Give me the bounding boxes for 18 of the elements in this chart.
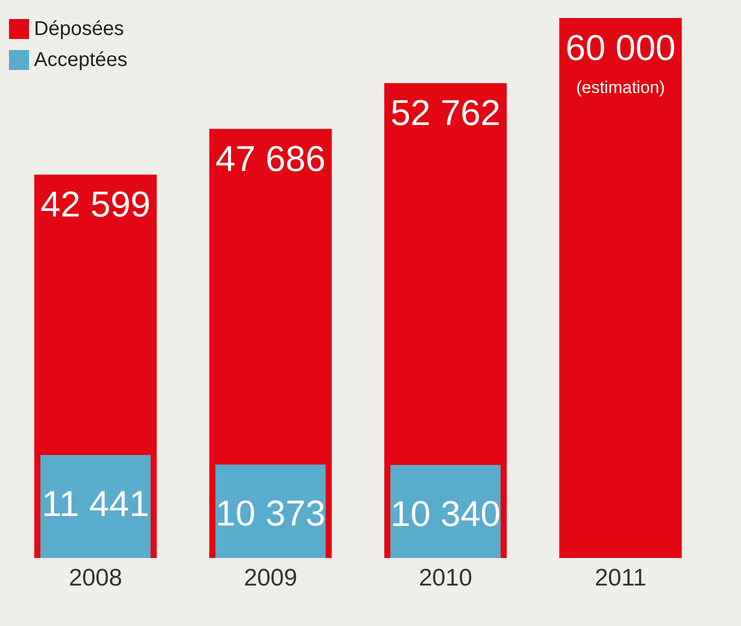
data-label: 10 340 (390, 492, 501, 534)
annotation: (estimation) (576, 78, 665, 97)
legend-label: Déposées (34, 18, 124, 40)
legend-label: Acceptées (34, 49, 128, 71)
x-tick-label: 2009 (244, 564, 298, 592)
data-label: 11 441 (42, 483, 150, 524)
data-label: 47 686 (215, 138, 326, 179)
x-tick-label: 2010 (418, 564, 472, 592)
x-tick-label: 2011 (594, 564, 646, 592)
bar (40, 455, 151, 558)
bar (390, 464, 501, 558)
data-label: 52 762 (390, 92, 501, 134)
bar (559, 18, 682, 558)
data-label: 10 373 (215, 492, 326, 534)
x-tick-label: 2008 (68, 564, 122, 592)
data-label: 60 000 (565, 27, 676, 68)
bar (215, 464, 326, 558)
data-label: 42 599 (40, 184, 151, 225)
